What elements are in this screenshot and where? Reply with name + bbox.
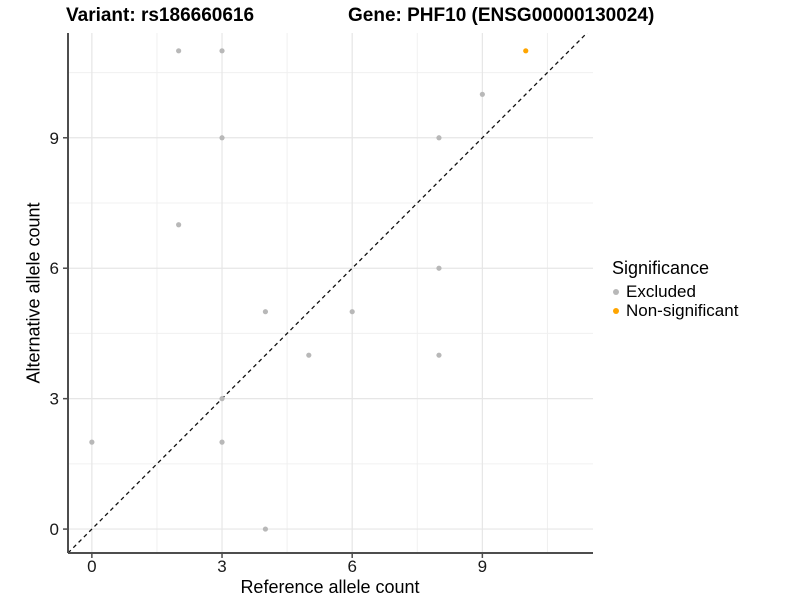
identity-line bbox=[68, 33, 588, 553]
data-point-excluded bbox=[219, 135, 225, 141]
data-point-excluded bbox=[176, 48, 182, 54]
y-tick-label: 3 bbox=[50, 390, 59, 409]
data-point-excluded bbox=[176, 222, 182, 228]
data-point-excluded bbox=[262, 309, 269, 315]
x-tick-label: 0 bbox=[87, 557, 96, 576]
x-tick-label: 3 bbox=[217, 557, 226, 576]
data-point-excluded bbox=[436, 265, 442, 271]
data-point-excluded bbox=[219, 48, 225, 54]
x-axis-title: Reference allele count bbox=[240, 577, 420, 597]
legend-item-label: Excluded bbox=[626, 282, 696, 301]
data-point-non-significant bbox=[523, 48, 529, 54]
x-tick-label: 6 bbox=[347, 557, 356, 576]
non-significant-dot-icon bbox=[613, 307, 619, 314]
data-point-excluded bbox=[262, 526, 269, 532]
legend-item-label: Non-significant bbox=[626, 301, 739, 320]
legend-item-non-significant: Non-significant bbox=[610, 301, 738, 320]
y-tick-label: 9 bbox=[50, 129, 59, 148]
gene-title: Gene: PHF10 (ENSG00000130024) bbox=[348, 5, 655, 26]
variant-title: Variant: rs186660616 bbox=[66, 5, 255, 26]
data-point-excluded bbox=[436, 352, 442, 358]
data-point-excluded bbox=[89, 439, 95, 445]
y-tick-label: 0 bbox=[50, 520, 59, 539]
y-tick-label: 6 bbox=[50, 259, 59, 278]
legend-title: Significance bbox=[612, 258, 710, 278]
data-point-excluded bbox=[436, 135, 442, 141]
y-axis-title: Alternative allele count bbox=[23, 202, 44, 384]
legend: Significance Excluded Non-significant bbox=[610, 258, 738, 320]
excluded-dot-icon bbox=[613, 288, 619, 295]
legend-item-excluded: Excluded bbox=[610, 282, 738, 301]
data-point-excluded bbox=[219, 396, 225, 402]
data-point-excluded bbox=[349, 309, 355, 315]
x-tick-label: 9 bbox=[478, 557, 487, 576]
data-point-excluded bbox=[306, 352, 312, 358]
data-point-excluded bbox=[479, 91, 485, 97]
data-point-excluded bbox=[219, 439, 225, 445]
